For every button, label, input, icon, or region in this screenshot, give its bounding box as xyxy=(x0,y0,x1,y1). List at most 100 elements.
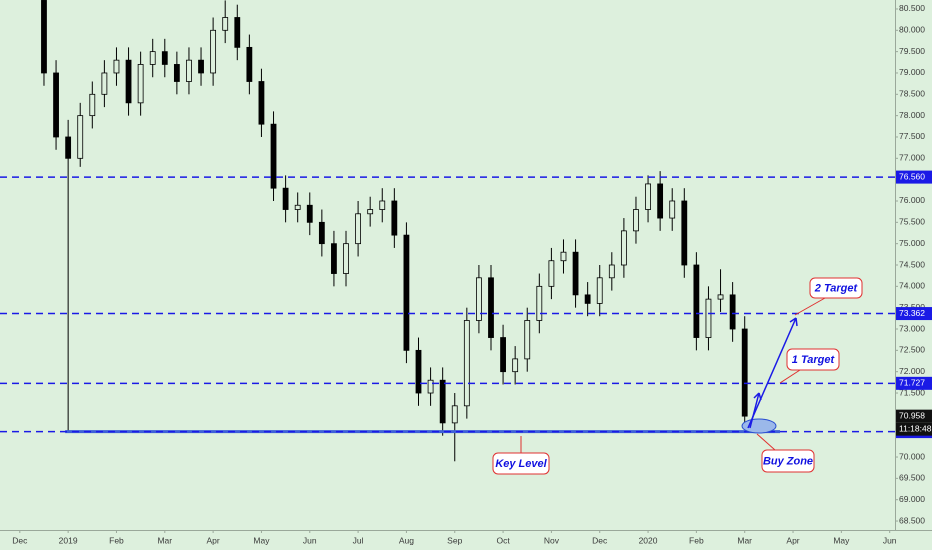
arrow-head xyxy=(789,317,798,327)
y-tick-label: 73.000 xyxy=(899,323,925,333)
candle-body xyxy=(560,251,567,262)
x-tick-label: Aug xyxy=(399,535,414,545)
candle-body xyxy=(282,187,289,210)
candle-body xyxy=(294,204,301,210)
arrow-1 xyxy=(749,392,760,429)
y-tick-label: 74.500 xyxy=(899,259,925,269)
candle-body xyxy=(488,277,494,338)
candle-body xyxy=(101,72,108,95)
candle-body xyxy=(729,294,736,330)
last-price-label: 70.958 xyxy=(899,410,925,420)
x-tick-label: Feb xyxy=(689,535,704,545)
candle-body xyxy=(415,349,422,394)
candle-body xyxy=(596,277,603,304)
level-label-box xyxy=(896,376,932,390)
note: Key Level xyxy=(495,458,547,470)
candle-body xyxy=(693,264,700,338)
x-tick-label: 2020 xyxy=(639,535,658,545)
candle-body xyxy=(524,320,531,360)
candle-body xyxy=(451,405,458,424)
candle-body xyxy=(620,230,627,266)
callout-line xyxy=(756,433,776,451)
y-tick-label: 70.000 xyxy=(899,451,925,461)
last-price-box xyxy=(896,409,932,423)
note-box xyxy=(761,449,815,473)
drawings: 2 Target 1 Target Key Level Buy Zone xyxy=(492,277,863,475)
y-tick-label: 80.500 xyxy=(899,3,925,13)
x-tick-label: Feb xyxy=(109,535,124,545)
candle-body xyxy=(41,0,47,74)
candle-body xyxy=(379,200,386,210)
candle-body xyxy=(137,64,144,104)
candle-body xyxy=(89,93,96,117)
arrow-head xyxy=(753,392,762,401)
y-tick-label: 75.500 xyxy=(899,217,925,227)
x-tick-label: Oct xyxy=(496,535,510,545)
candle-body xyxy=(270,123,277,189)
y-tick-label: 68.500 xyxy=(899,515,925,525)
candle-body xyxy=(657,183,664,219)
x-tick-label: Apr xyxy=(207,535,220,545)
candle-body xyxy=(258,81,265,125)
candle-body xyxy=(633,209,639,232)
x-tick-label: Sep xyxy=(447,535,462,545)
x-tick-label: Jun xyxy=(303,535,317,545)
x-tick-label: Mar xyxy=(737,535,752,545)
candle-body xyxy=(608,264,615,279)
y-tick-label: 77.500 xyxy=(899,131,925,141)
candle-body xyxy=(367,209,374,215)
x-tick-label: May xyxy=(833,535,850,545)
candle-body xyxy=(355,213,361,245)
candle-body xyxy=(476,277,482,321)
x-tick-label: Jul xyxy=(353,535,364,545)
y-tick-label: 72.000 xyxy=(899,366,925,376)
candle-body xyxy=(427,379,434,394)
candle-body xyxy=(77,115,84,159)
y-tick-label: 74.000 xyxy=(899,281,925,291)
candle-body xyxy=(669,200,676,219)
candle-body xyxy=(53,72,59,138)
y-tick-label: 72.500 xyxy=(899,345,925,355)
candle-body xyxy=(645,183,651,210)
candle-body xyxy=(149,51,156,65)
candle-body xyxy=(186,59,192,82)
candle-body xyxy=(343,243,349,274)
level-label-box xyxy=(896,170,932,184)
candle-body xyxy=(198,59,204,74)
y-tick-label: 79.500 xyxy=(899,46,925,56)
x-tick-label: Dec xyxy=(12,535,28,545)
y-tick-label: 73.500 xyxy=(899,302,925,312)
candle-body xyxy=(741,328,748,417)
level-label-box xyxy=(896,307,932,321)
candle-body xyxy=(306,204,313,223)
candle-body xyxy=(246,46,253,82)
candle-body xyxy=(125,59,132,104)
candle-body xyxy=(681,200,688,266)
candle-body xyxy=(222,17,229,31)
candle-body xyxy=(717,294,724,300)
note-box xyxy=(492,452,550,475)
y-tick-label: 80.000 xyxy=(899,25,925,35)
level-label: 76.560 xyxy=(899,171,925,181)
countdown: 11:18:48 xyxy=(899,423,932,433)
y-tick-label: 77.000 xyxy=(899,153,925,163)
level-label: 71.727 xyxy=(899,378,925,388)
x-tick-label: Apr xyxy=(786,535,799,545)
candle-body xyxy=(548,260,555,287)
x-tick-label: Jun xyxy=(883,535,897,545)
y-tick-label: 75.000 xyxy=(899,238,925,248)
x-tick-label: 2019 xyxy=(59,535,78,545)
note-box xyxy=(786,348,840,371)
candle-body xyxy=(161,51,168,65)
candle-body xyxy=(403,234,410,351)
y-tick-label: 71.500 xyxy=(899,387,925,397)
callout-line xyxy=(794,297,826,316)
candle-body xyxy=(331,243,337,274)
candle-body xyxy=(113,59,120,74)
x-tick-label: Nov xyxy=(544,535,560,545)
candle-body xyxy=(65,136,72,159)
y-tick-label: 76.000 xyxy=(899,195,925,205)
